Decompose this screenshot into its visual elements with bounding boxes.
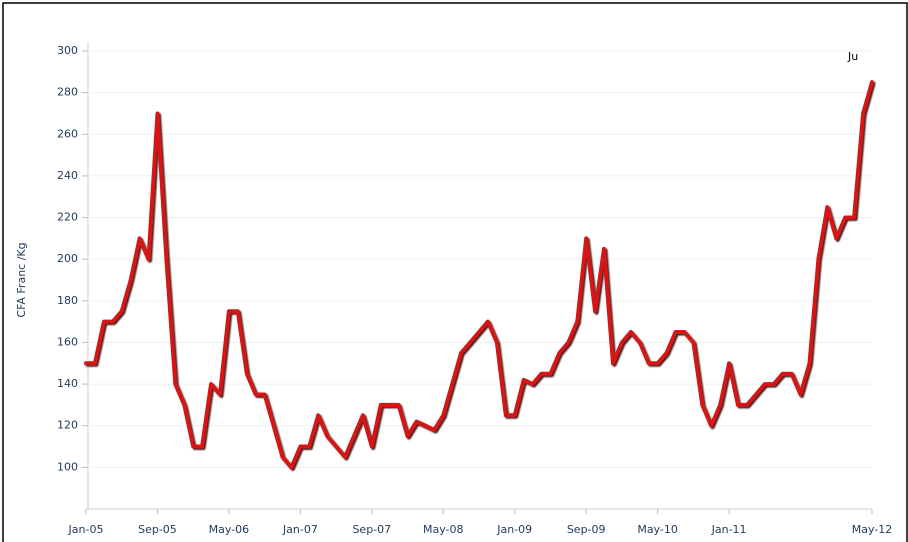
x-tick-label: May-10 [637, 523, 678, 536]
x-tick-label: Jan-05 [68, 523, 104, 536]
x-tick-label: Jan-09 [496, 523, 532, 536]
x-tick-label: May-06 [209, 523, 250, 536]
y-tick-label: 160 [57, 335, 78, 348]
y-tick-label: 140 [57, 377, 78, 390]
y-axis-label: CFA Franc /Kg [15, 242, 28, 317]
y-tick-label: 220 [57, 211, 78, 224]
x-tick-label: Sep-09 [567, 523, 606, 536]
x-tick-label: Jan-07 [282, 523, 318, 536]
y-tick-label: 180 [57, 294, 78, 307]
y-tick-label: 280 [57, 86, 78, 99]
x-tick-label: May-12 [852, 523, 893, 536]
price-line [84, 80, 874, 470]
y-tick-label: 260 [57, 127, 78, 140]
y-tick-label: 300 [57, 44, 78, 57]
y-tick-label: 120 [57, 419, 78, 432]
x-tick-label: May-08 [423, 523, 464, 536]
x-tick-label: Jan-11 [711, 523, 747, 536]
y-tick-label: 100 [57, 460, 78, 473]
annotation: Ju [847, 50, 858, 63]
y-tick-label: 240 [57, 169, 78, 182]
x-tick-label: Sep-07 [352, 523, 391, 536]
x-tick-label: Sep-05 [138, 523, 177, 536]
y-tick-label: 200 [57, 252, 78, 265]
